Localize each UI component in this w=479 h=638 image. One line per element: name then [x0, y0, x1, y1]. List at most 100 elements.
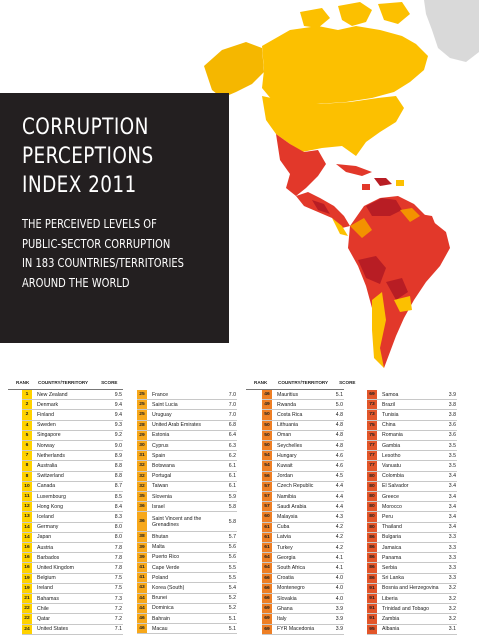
score-cell: 7.8 — [114, 544, 122, 551]
country-cell: Australia — [37, 462, 58, 469]
country-cell: Uruguay — [152, 411, 172, 418]
rank-cell: 80 — [367, 522, 377, 532]
score-cell: 5.9 — [228, 493, 236, 500]
country-cell: Panama — [382, 554, 402, 561]
subtitle-line-2: PUBLIC-SECTOR CORRUPTION — [22, 235, 171, 251]
subtitle-line-3: IN 183 COUNTRIES/TERRITORIES — [22, 255, 184, 270]
country-cell: Jamaica — [382, 544, 402, 551]
rank-cell: 39 — [137, 542, 147, 552]
table-row: 75 China 3.6 — [367, 420, 457, 431]
table-row: 86 Bulgaria 3.3 — [367, 532, 457, 543]
rank-cell: 46 — [137, 624, 147, 634]
country-cell: Saint Vincent and the Grenadines — [152, 515, 202, 528]
score-cell: 4.0 — [335, 575, 343, 582]
rank-cell: 13 — [22, 512, 32, 522]
table-row: 50 Lithuania 4.8 — [262, 420, 344, 431]
table-row: 32 Botswana 6.1 — [137, 461, 237, 472]
table-row: 66 Montenegro 4.0 — [262, 583, 344, 594]
score-cell: 9.2 — [114, 432, 122, 439]
country-cell: Kuwait — [277, 462, 293, 469]
country-cell: Bahamas — [37, 595, 59, 602]
rank-cell: 16 — [22, 553, 32, 563]
table-row: 57 Saudi Arabia 4.4 — [262, 502, 344, 513]
rank-cell: 1 — [22, 390, 32, 400]
score-cell: 3.5 — [448, 452, 456, 459]
rank-cell: 41 — [137, 573, 147, 583]
table-row: 69 Italy 3.9 — [262, 614, 344, 625]
country-cell: Romania — [382, 432, 403, 439]
country-cell: Sweden — [37, 422, 56, 429]
table-row: 30 Cyprus 6.3 — [137, 441, 237, 452]
table-row: 16 United Kingdom 7.8 — [22, 563, 123, 574]
table-row: 39 Malta 5.6 — [137, 542, 237, 553]
rank-cell: 64 — [262, 553, 272, 563]
country-cell: United Kingdom — [37, 564, 74, 571]
rank-cell: 50 — [262, 430, 272, 440]
score-cell: 4.6 — [335, 452, 343, 459]
rank-cell: 80 — [367, 492, 377, 502]
table-row: 25 Saint Lucia 7.0 — [137, 400, 237, 411]
country-cell: Ireland — [37, 585, 53, 592]
country-cell: New Zealand — [37, 391, 68, 398]
score-cell: 3.6 — [448, 432, 456, 439]
rank-cell: 86 — [367, 553, 377, 563]
alaska-region — [204, 42, 264, 98]
score-cell: 7.5 — [114, 575, 122, 582]
table-row: 6 Norway 9.0 — [22, 441, 123, 452]
country-cell: Singapore — [37, 432, 61, 439]
score-cell: 8.8 — [114, 473, 122, 480]
rank-cell: 16 — [22, 543, 32, 553]
table-row: 64 Georgia 4.1 — [262, 553, 344, 564]
score-cell: 3.3 — [448, 564, 456, 571]
rank-cell: 80 — [367, 502, 377, 512]
rank-cell: 14 — [22, 522, 32, 532]
rank-cell: 73 — [367, 400, 377, 410]
score-cell: 5.8 — [228, 518, 236, 525]
country-cell: Bhutan — [152, 533, 169, 540]
rank-cell: 24 — [22, 624, 32, 634]
table-row: 54 Hungary 4.6 — [262, 451, 344, 462]
table-row: 95 Albania 3.1 — [367, 624, 457, 635]
table-row: 1 New Zealand 9.5 — [22, 390, 123, 401]
title-line-2: PERCEPTIONS — [22, 143, 154, 169]
rank-cell: 69 — [262, 604, 272, 614]
rank-cell: 44 — [137, 603, 147, 613]
country-cell: Slovenia — [152, 493, 172, 500]
country-cell: Korea (South) — [152, 584, 185, 591]
rank-cell: 46 — [137, 614, 147, 624]
rank-cell: 36 — [137, 502, 147, 512]
rank-cell: 8 — [22, 461, 32, 471]
table-row: 69 Ghana 3.9 — [262, 604, 344, 615]
rank-cell: 54 — [262, 451, 272, 461]
score-cell: 4.3 — [335, 513, 343, 520]
rank-cell: 80 — [367, 471, 377, 481]
rank-cell: 91 — [367, 583, 377, 593]
table-row: 11 Luxembourg 8.5 — [22, 492, 123, 503]
table-row: 10 Canada 8.7 — [22, 481, 123, 492]
rank-cell: 77 — [367, 451, 377, 461]
rank-cell: 69 — [262, 614, 272, 624]
table-row: 14 Germany 8.0 — [22, 522, 123, 533]
country-cell: Vanuatu — [382, 462, 401, 469]
table-row: 91 Bosnia and Herzegovina 3.2 — [367, 583, 457, 594]
table-row: 69 FYR Macedonia 3.9 — [262, 624, 344, 635]
rank-cell: 54 — [262, 461, 272, 471]
table-column-4: 69 Samoa 3.9 73 Brazil 3.8 73 Tunisia 3.8 75 China… — [367, 376, 457, 635]
table-row: 41 Poland 5.5 — [137, 573, 237, 584]
country-cell: Colombia — [382, 473, 404, 480]
table-row: 46 Macau 5.1 — [137, 624, 237, 635]
table-row: 39 Puerto Rico 5.6 — [137, 552, 237, 563]
table-row: 91 Trinidad and Tobago 3.2 — [367, 604, 457, 615]
score-cell: 5.1 — [228, 625, 236, 632]
table-row: 86 Sri Lanka 3.3 — [367, 573, 457, 584]
country-cell: Bahrain — [152, 615, 170, 622]
table-row: 43 Korea (South) 5.4 — [137, 583, 237, 594]
score-cell: 4.2 — [335, 544, 343, 551]
country-cell: Seychelles — [277, 442, 303, 449]
score-cell: 4.2 — [335, 524, 343, 531]
country-cell: Dominica — [152, 605, 174, 612]
country-cell: Estonia — [152, 432, 170, 439]
country-cell: Netherlands — [37, 452, 65, 459]
score-cell: 7.5 — [114, 585, 122, 592]
rank-cell: 22 — [22, 604, 32, 614]
